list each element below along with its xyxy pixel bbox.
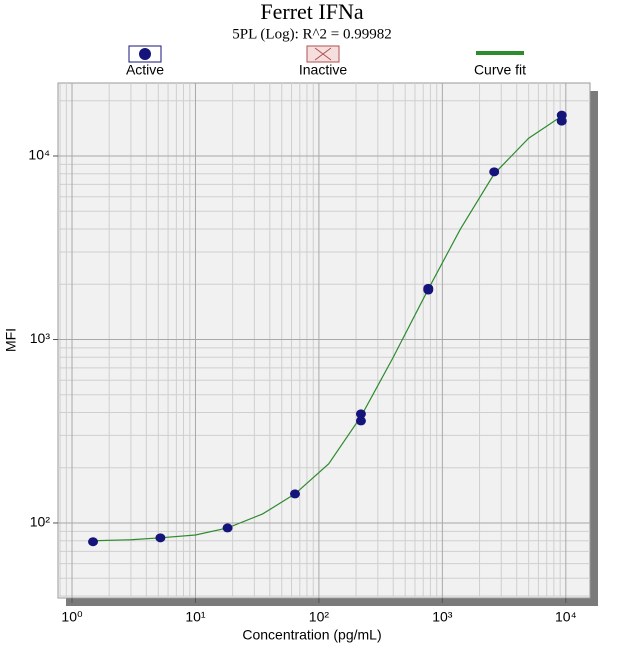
y-tick-label: 10³	[30, 330, 51, 346]
legend-swatch	[139, 48, 151, 60]
legend-label: Inactive	[299, 62, 347, 78]
legend-swatch	[314, 47, 332, 61]
data-point	[88, 537, 99, 547]
y-axis-label: MFI	[3, 328, 19, 352]
data-point	[222, 523, 233, 533]
x-tick-label: 10⁴	[555, 609, 577, 625]
data-point	[423, 285, 434, 295]
data-point	[556, 116, 567, 126]
legend-label: Curve fit	[474, 62, 526, 78]
data-point	[489, 167, 500, 177]
x-tick-label: 10¹	[185, 609, 206, 625]
data-point	[355, 409, 366, 419]
y-tick-label: 10²	[30, 514, 51, 530]
y-tick-label: 10⁴	[28, 147, 50, 163]
x-tick-label: 10⁰	[61, 609, 83, 625]
chart-title: Ferret IFNa	[260, 0, 363, 24]
curve-fit	[93, 115, 563, 542]
legend-label: Active	[126, 62, 164, 78]
data-point	[355, 416, 366, 426]
x-tick-label: 10²	[309, 609, 330, 625]
chart-subtitle: 5PL (Log): R^2 = 0.99982	[232, 26, 392, 42]
data-point	[155, 533, 166, 543]
data-point	[289, 489, 300, 499]
x-axis-label: Concentration (pg/mL)	[242, 627, 381, 643]
x-tick-label: 10³	[432, 609, 453, 625]
plot-area	[57, 82, 591, 599]
